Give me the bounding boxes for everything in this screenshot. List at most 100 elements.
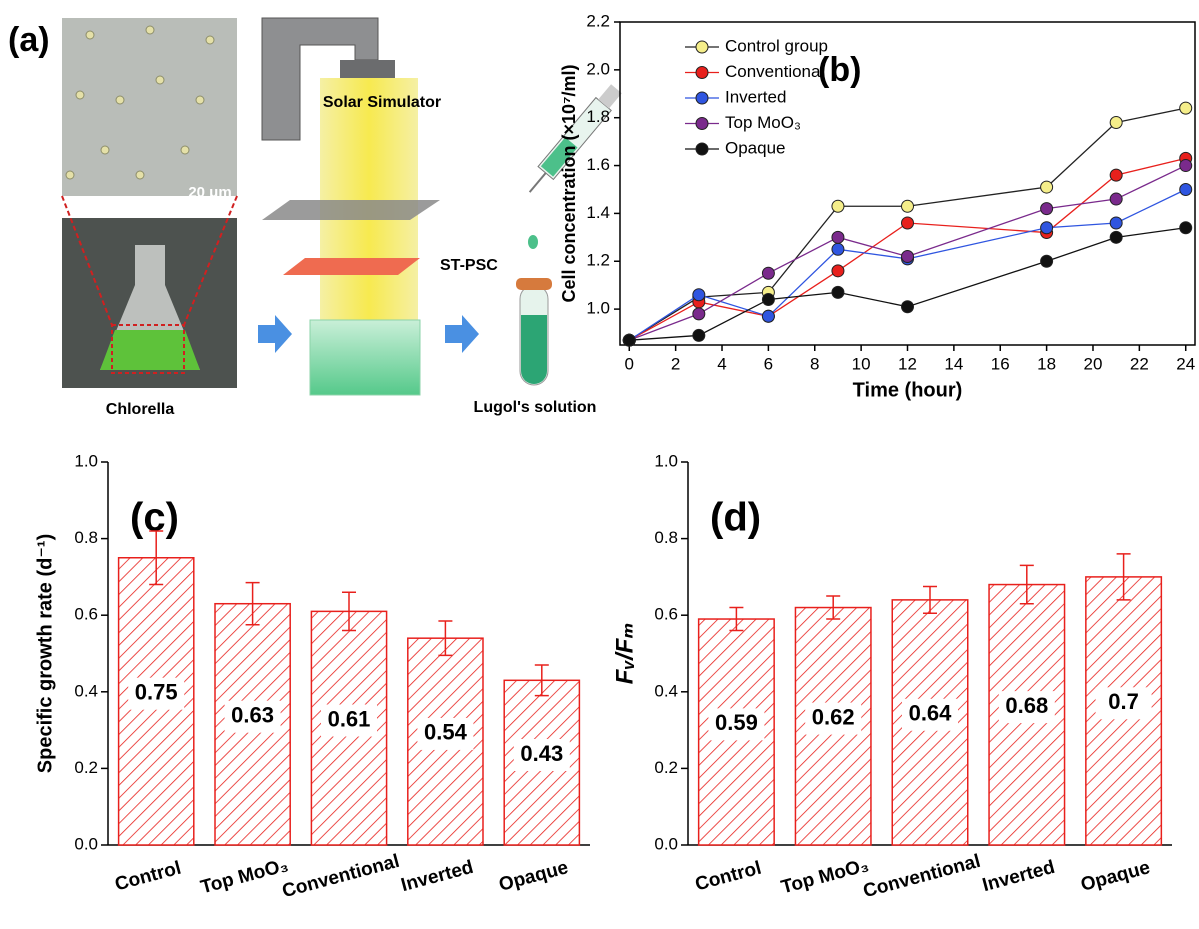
y-tick-label: 0.4 [74,681,98,700]
simulator-label: Solar Simulator [323,94,441,111]
y-tick-label: 0.2 [654,758,678,777]
data-point [1041,255,1053,267]
data-point [832,265,844,277]
micrograph [62,18,237,196]
legend-marker [696,67,708,79]
panel-a: (a) 20 μm Chlorella Solar Simulator ST-P… [8,18,624,418]
x-tick-label: Inverted [399,857,476,896]
y-tick-label: 0.0 [74,834,98,853]
y-tick-label: 2.2 [586,11,610,30]
panel-label: (a) [8,21,50,59]
data-point [832,231,844,243]
y-tick-label: 0.4 [654,681,678,700]
beaker [310,320,420,395]
data-point [1180,222,1192,234]
data-point [693,329,705,341]
value-label: 0.7 [1108,689,1139,714]
y-tick-label: 1.4 [586,203,610,222]
y-tick-label: 0.2 [74,758,98,777]
x-tick-label: Top MoO₃ [198,855,290,898]
y-axis-title: Specific growth rate (d⁻¹) [34,534,56,773]
y-tick-label: 1.8 [586,107,610,126]
x-tick-label: 20 [1084,354,1103,373]
filter-plate [262,200,440,220]
value-label: 0.59 [715,710,758,735]
y-tick-label: 0.8 [654,528,678,547]
scale-label: 20 μm [188,184,231,201]
legend-label: Top MoO₃ [725,113,801,132]
x-tick-label: Opaque [1079,857,1153,896]
droplet [528,235,538,249]
value-label: 0.61 [328,706,371,731]
legend-marker [696,143,708,155]
data-point [902,250,914,262]
legend-label: Inverted [725,87,786,106]
data-point [623,334,635,346]
y-axis-title: Fᵥ/Fₘ [611,623,638,685]
legend-label: Opaque [725,138,786,157]
data-point [762,310,774,322]
x-tick-label: Conventional [280,851,402,902]
value-label: 0.68 [1005,693,1048,718]
legend-label: Control group [725,36,828,55]
arrow [258,315,292,353]
x-tick-label: 10 [852,354,871,373]
panel-label: (d) [710,496,761,540]
x-tick-label: 14 [944,354,963,373]
value-label: 0.62 [812,704,855,729]
x-tick-label: 2 [671,354,680,373]
data-point [1180,183,1192,195]
value-label: 0.43 [520,741,563,766]
figure: (a) 20 μm Chlorella Solar Simulator ST-P… [0,0,1199,929]
panel-label: (b) [818,51,861,89]
y-tick-label: 1.6 [586,155,610,174]
data-point [1041,222,1053,234]
y-tick-label: 1.2 [586,251,610,270]
x-tick-label: Control [693,858,764,896]
x-tick-label: 22 [1130,354,1149,373]
x-tick-label: Opaque [497,857,571,896]
x-tick-label: 8 [810,354,819,373]
data-point [1110,193,1122,205]
value-label: 0.63 [231,703,274,728]
legend-label: Conventional [725,62,824,81]
y-tick-label: 1.0 [74,451,98,470]
y-tick-label: 1.0 [654,451,678,470]
x-tick-label: 24 [1176,354,1195,373]
panel-label: (c) [130,496,179,540]
x-axis-title: Time (hour) [853,379,963,401]
data-point [1110,169,1122,181]
data-point [1180,160,1192,172]
data-point [1110,231,1122,243]
value-label: 0.64 [909,701,953,726]
data-point [902,200,914,212]
culture [100,330,200,370]
data-point [1110,116,1122,128]
data-point [902,301,914,313]
x-tick-label: 0 [625,354,634,373]
data-point [902,217,914,229]
data-point [1110,217,1122,229]
legend-marker [696,118,708,130]
data-point [1041,181,1053,193]
y-tick-label: 0.6 [74,605,98,624]
data-point [832,243,844,255]
device-label: ST-PSC [440,257,498,274]
x-tick-label: 12 [898,354,917,373]
x-tick-label: 16 [991,354,1010,373]
x-tick-label: Top MoO₃ [779,855,871,898]
x-tick-label: 4 [717,354,726,373]
data-point [762,267,774,279]
data-point [832,286,844,298]
arrow [445,315,479,353]
reagent-label: Lugol's solution [474,399,597,416]
x-tick-label: 18 [1037,354,1056,373]
psc-plate [283,258,420,275]
y-tick-label: 0.0 [654,834,678,853]
specimen-label: Chlorella [106,401,175,418]
y-tick-label: 2.0 [586,59,610,78]
value-label: 0.54 [424,720,468,745]
data-point [762,294,774,306]
data-point [832,200,844,212]
x-tick-label: 6 [764,354,773,373]
